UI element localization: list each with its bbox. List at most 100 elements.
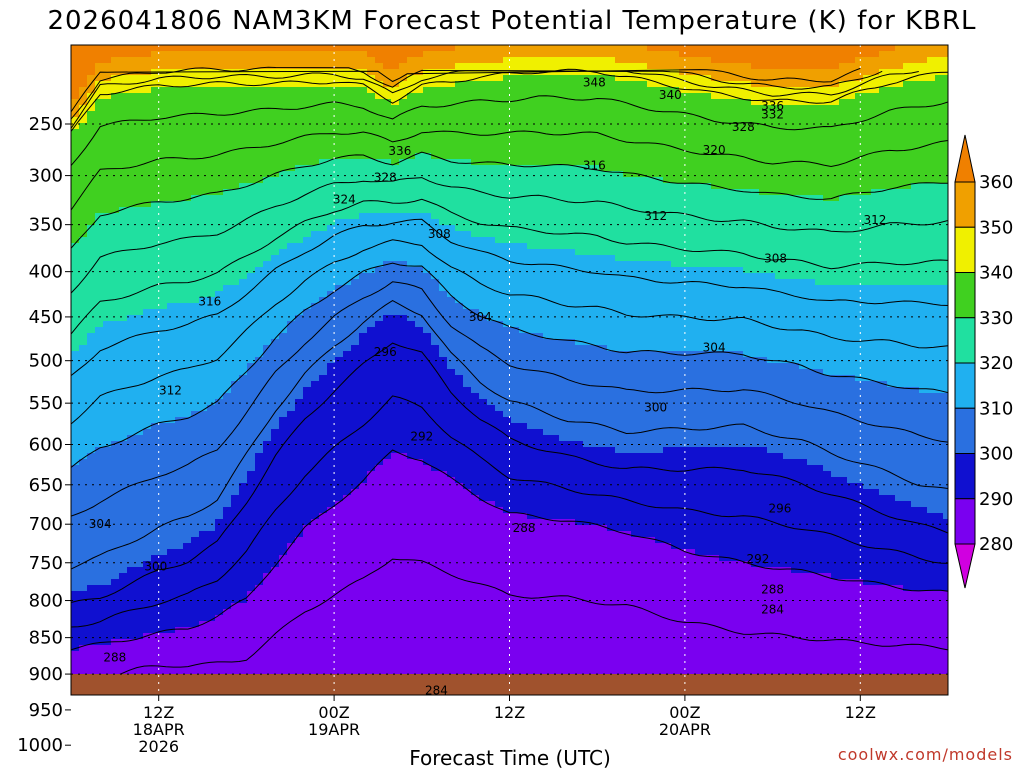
field-cell (255, 525, 264, 532)
field-cell (367, 153, 376, 160)
field-cell (351, 645, 360, 652)
field-cell (343, 273, 352, 280)
field-cell (87, 105, 96, 112)
field-cell (415, 585, 424, 592)
field-cell (335, 123, 344, 130)
field-cell (223, 147, 232, 154)
field-cell (327, 411, 336, 418)
field-cell (279, 243, 288, 250)
field-cell (271, 99, 280, 106)
field-cell (207, 219, 216, 226)
field-cell (383, 69, 392, 76)
field-cell (223, 309, 232, 316)
field-cell (247, 513, 256, 520)
field-cell (367, 279, 376, 286)
field-cell (311, 339, 320, 346)
field-cell (319, 219, 328, 226)
field-cell (423, 465, 432, 472)
field-cell (271, 585, 280, 592)
field-cell (199, 537, 208, 544)
field-cell (119, 465, 128, 472)
field-cell (127, 147, 136, 154)
field-cell (127, 609, 136, 616)
field-cell (431, 573, 440, 580)
field-cell (431, 183, 440, 190)
field-cell (431, 435, 440, 442)
field-cell (279, 165, 288, 172)
field-cell (71, 561, 80, 568)
field-cell (351, 255, 360, 262)
field-cell (415, 369, 424, 376)
field-cell (391, 489, 400, 496)
field-cell (71, 537, 80, 544)
field-cell (407, 519, 416, 526)
field-cell (431, 117, 440, 124)
field-cell (95, 207, 104, 214)
field-cell (279, 651, 288, 658)
field-cell (247, 333, 256, 340)
field-cell (311, 495, 320, 502)
field-cell (239, 513, 248, 520)
field-cell (183, 417, 192, 424)
field-cell (311, 387, 320, 394)
field-cell (271, 381, 280, 388)
field-cell (151, 291, 160, 298)
field-cell (111, 417, 120, 424)
field-cell (103, 279, 112, 286)
field-cell (327, 363, 336, 370)
field-cell (319, 297, 328, 304)
field-cell (159, 429, 168, 436)
field-cell (415, 195, 424, 202)
field-cell (199, 531, 208, 538)
field-cell (343, 213, 352, 220)
field-cell (79, 549, 88, 556)
field-cell (111, 633, 120, 640)
field-cell (151, 63, 160, 70)
field-cell (151, 327, 160, 334)
field-cell (111, 201, 120, 208)
field-cell (271, 411, 280, 418)
field-cell (199, 117, 208, 124)
field-cell (111, 363, 120, 370)
field-cell (223, 405, 232, 412)
field-cell (175, 477, 184, 484)
field-cell (151, 537, 160, 544)
field-cell (135, 327, 144, 334)
field-cell (87, 459, 96, 466)
field-cell (191, 165, 200, 172)
field-cell (247, 549, 256, 556)
field-cell (175, 327, 184, 334)
field-cell (247, 285, 256, 292)
field-cell (287, 357, 296, 364)
field-cell (119, 579, 128, 586)
field-cell (215, 429, 224, 436)
field-cell (287, 171, 296, 178)
field-cell (415, 207, 424, 214)
field-cell (143, 213, 152, 220)
field-cell (159, 387, 168, 394)
field-cell (71, 483, 80, 490)
field-cell (239, 147, 248, 154)
field-cell (423, 375, 432, 382)
field-cell (239, 75, 248, 82)
field-cell (183, 633, 192, 640)
field-cell (383, 507, 392, 514)
field-cell (415, 249, 424, 256)
field-cell (303, 657, 312, 664)
field-cell (351, 159, 360, 166)
field-cell (303, 87, 312, 94)
field-cell (191, 201, 200, 208)
field-cell (359, 225, 368, 232)
field-cell (367, 165, 376, 172)
field-cell (247, 597, 256, 604)
field-cell (199, 381, 208, 388)
field-cell (167, 525, 176, 532)
field-cell (335, 147, 344, 154)
field-cell (215, 549, 224, 556)
field-cell (343, 537, 352, 544)
field-cell (255, 339, 264, 346)
field-cell (223, 285, 232, 292)
field-cell (239, 573, 248, 580)
field-cell (295, 495, 304, 502)
field-cell (239, 417, 248, 424)
